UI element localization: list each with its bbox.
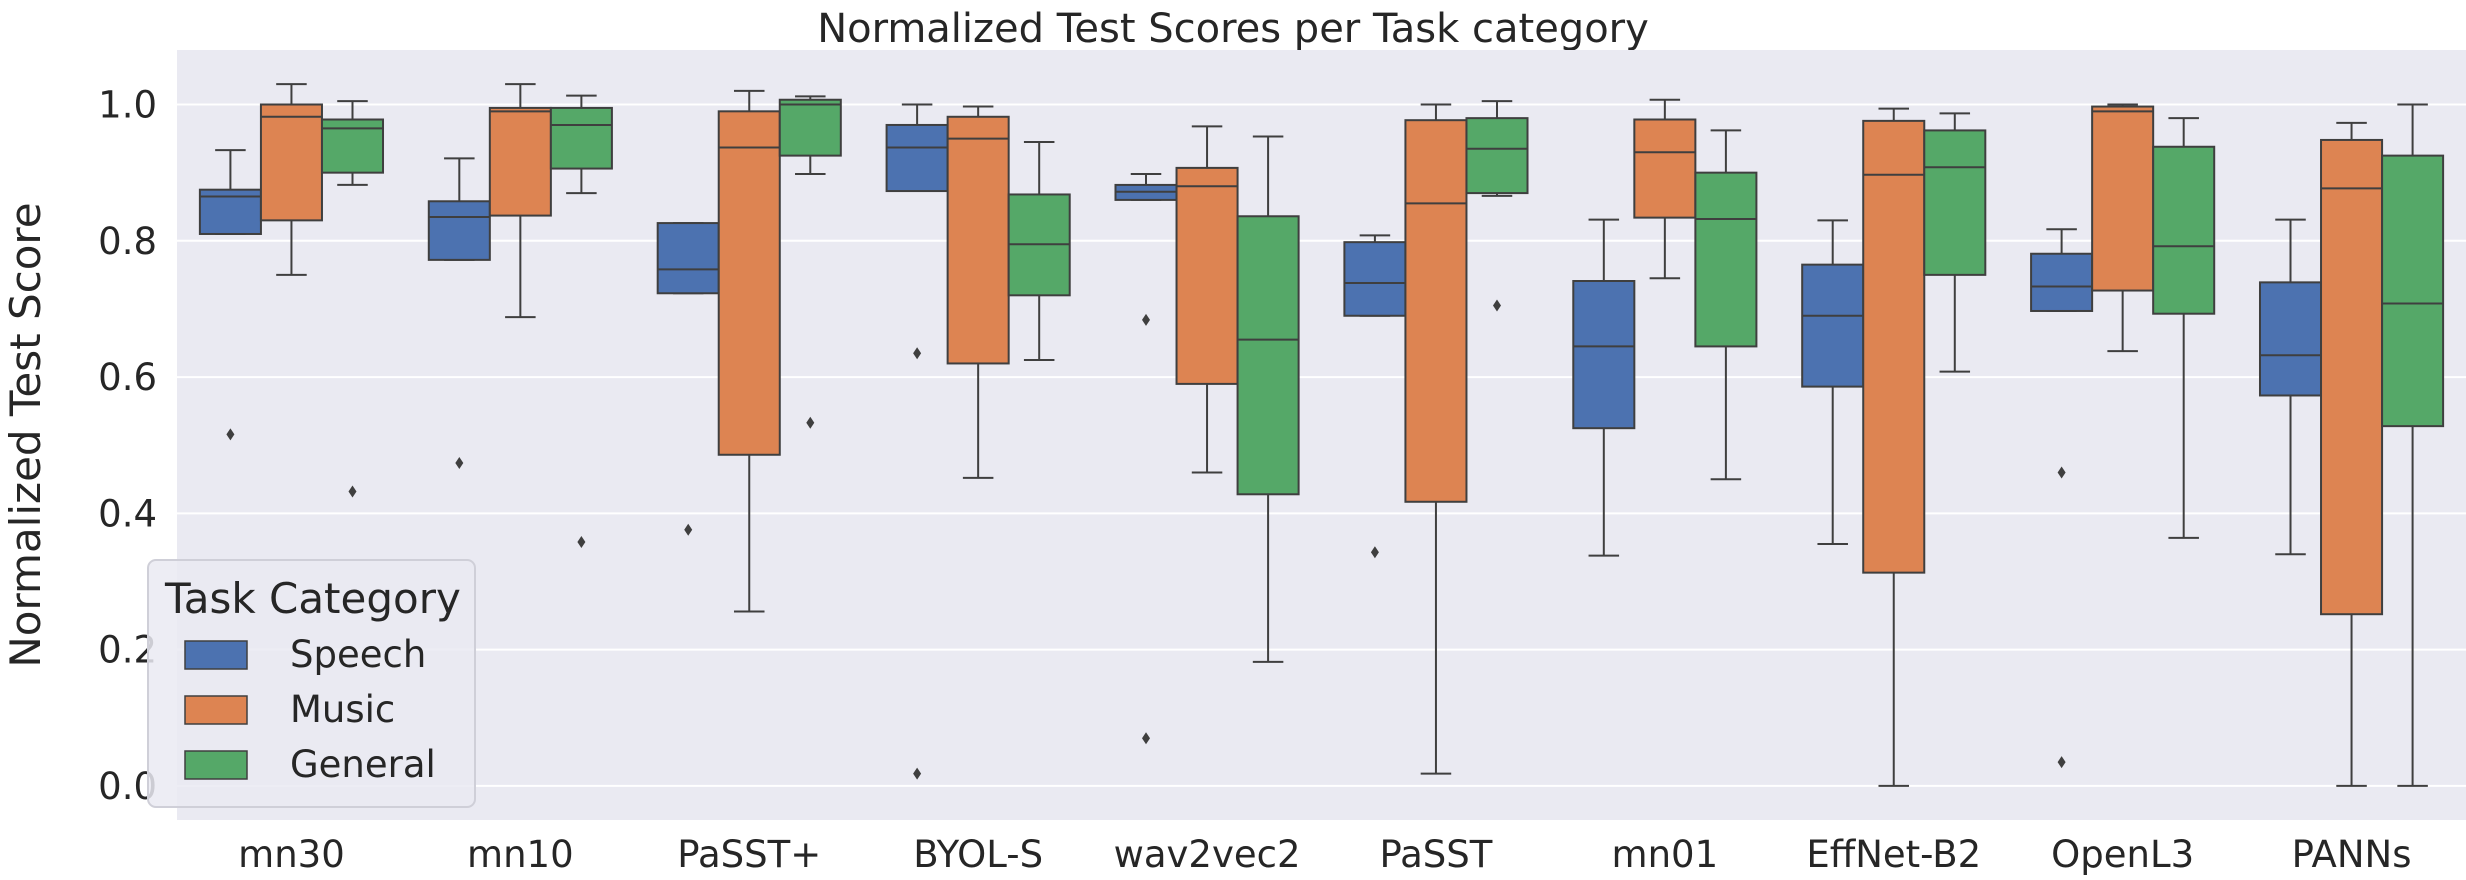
legend-swatch bbox=[184, 695, 248, 725]
outlier-point bbox=[806, 416, 815, 429]
y-tick-label: 0.6 bbox=[98, 356, 157, 399]
grid-lines bbox=[177, 103, 2466, 787]
legend: Task Category Speech Music General bbox=[147, 559, 476, 808]
outlier-point bbox=[226, 428, 235, 441]
outlier-point bbox=[348, 485, 357, 498]
box-speech bbox=[427, 157, 491, 469]
box-speech bbox=[656, 222, 720, 536]
box-iqr bbox=[549, 106, 613, 170]
box-general bbox=[1694, 129, 1758, 481]
box-iqr bbox=[1862, 119, 1926, 574]
box-iqr bbox=[1633, 118, 1697, 219]
legend-frame bbox=[147, 559, 476, 808]
box-general bbox=[2381, 103, 2445, 787]
x-tick-label: EffNet-B2 bbox=[1806, 833, 1981, 876]
outlier-point bbox=[2057, 466, 2066, 479]
box-general bbox=[778, 95, 842, 429]
box-iqr bbox=[2381, 154, 2445, 428]
x-tick-label: wav2vec2 bbox=[1114, 833, 1301, 876]
outlier-point bbox=[1370, 546, 1379, 559]
box-music bbox=[717, 89, 781, 613]
x-tick-label: mn30 bbox=[238, 833, 345, 876]
x-tick-label: mn10 bbox=[467, 833, 574, 876]
outlier-point bbox=[2057, 756, 2066, 769]
box-iqr bbox=[2258, 281, 2323, 397]
box-iqr bbox=[2320, 138, 2384, 616]
box-iqr bbox=[946, 115, 1010, 365]
box-iqr bbox=[1923, 129, 1987, 276]
outlier-point bbox=[913, 767, 922, 780]
y-tick-label: 1.0 bbox=[98, 84, 157, 127]
x-tick-label: mn01 bbox=[1612, 833, 1719, 876]
legend-swatch bbox=[184, 750, 248, 780]
chart-title: Normalized Test Scores per Task category bbox=[817, 6, 1649, 52]
outlier-point bbox=[684, 523, 693, 536]
box-iqr bbox=[778, 98, 842, 157]
box-iqr bbox=[1465, 117, 1529, 195]
box-music bbox=[259, 83, 323, 276]
box-iqr bbox=[2030, 252, 2094, 312]
outlier-point bbox=[577, 535, 586, 548]
box-iqr bbox=[885, 123, 949, 193]
box-speech bbox=[198, 149, 262, 441]
y-tick-label: 0.8 bbox=[98, 220, 157, 263]
box-iqr bbox=[1404, 119, 1468, 503]
box-music bbox=[1862, 107, 1926, 787]
box-general bbox=[320, 100, 385, 498]
x-tick-label: PaSST+ bbox=[677, 833, 821, 876]
box-iqr bbox=[2091, 105, 2155, 292]
box-iqr bbox=[1343, 241, 1407, 317]
box-music bbox=[1633, 98, 1697, 280]
box-music bbox=[946, 105, 1010, 479]
box-general bbox=[2152, 117, 2216, 539]
x-tick-label: PANNs bbox=[2292, 833, 2412, 876]
boxes bbox=[198, 83, 2445, 787]
box-iqr bbox=[1801, 263, 1865, 388]
outlier-point bbox=[1492, 299, 1501, 312]
box-music bbox=[488, 83, 552, 319]
box-iqr bbox=[1236, 215, 1300, 496]
outlier-point bbox=[1142, 732, 1151, 745]
box-music bbox=[1404, 103, 1468, 775]
legend-label: General bbox=[290, 743, 436, 786]
x-tick-label: PaSST bbox=[1379, 833, 1492, 876]
box-speech bbox=[1343, 234, 1407, 559]
box-speech bbox=[885, 103, 949, 780]
box-general bbox=[1236, 135, 1300, 663]
box-iqr bbox=[1175, 166, 1239, 385]
box-iqr bbox=[427, 200, 491, 261]
plot-area bbox=[177, 50, 2466, 820]
outlier-point bbox=[1142, 313, 1151, 326]
box-general bbox=[1465, 100, 1529, 312]
legend-label: Speech bbox=[290, 633, 426, 676]
outlier-point bbox=[913, 347, 922, 360]
box-iqr bbox=[656, 222, 720, 295]
box-music bbox=[2320, 121, 2384, 787]
y-tick-label: 0.4 bbox=[98, 492, 157, 535]
box-music bbox=[2091, 103, 2155, 353]
box-iqr bbox=[717, 110, 781, 456]
box-general bbox=[1007, 140, 1071, 362]
box-general bbox=[549, 94, 613, 548]
outlier-point bbox=[455, 456, 464, 469]
legend-swatch bbox=[184, 640, 248, 670]
box-iqr bbox=[488, 106, 552, 217]
x-axis-ticks: mn30 mn10 PaSST+ BYOL-S wav2vec2 PaSST mn01 Eff… bbox=[238, 833, 2411, 876]
box-iqr bbox=[259, 103, 323, 222]
box-iqr bbox=[1572, 280, 1636, 430]
legend-label: Music bbox=[290, 688, 395, 731]
y-axis-label: Normalized Test Score bbox=[1, 202, 50, 667]
box-iqr bbox=[1694, 171, 1758, 348]
box-general bbox=[1923, 112, 1987, 373]
legend-title: Task Category bbox=[164, 574, 461, 623]
box-speech bbox=[1572, 218, 1636, 557]
box-speech bbox=[1801, 219, 1865, 546]
x-tick-label: OpenL3 bbox=[2051, 833, 2194, 876]
x-tick-label: BYOL-S bbox=[913, 833, 1043, 876]
box-iqr bbox=[2152, 145, 2216, 315]
